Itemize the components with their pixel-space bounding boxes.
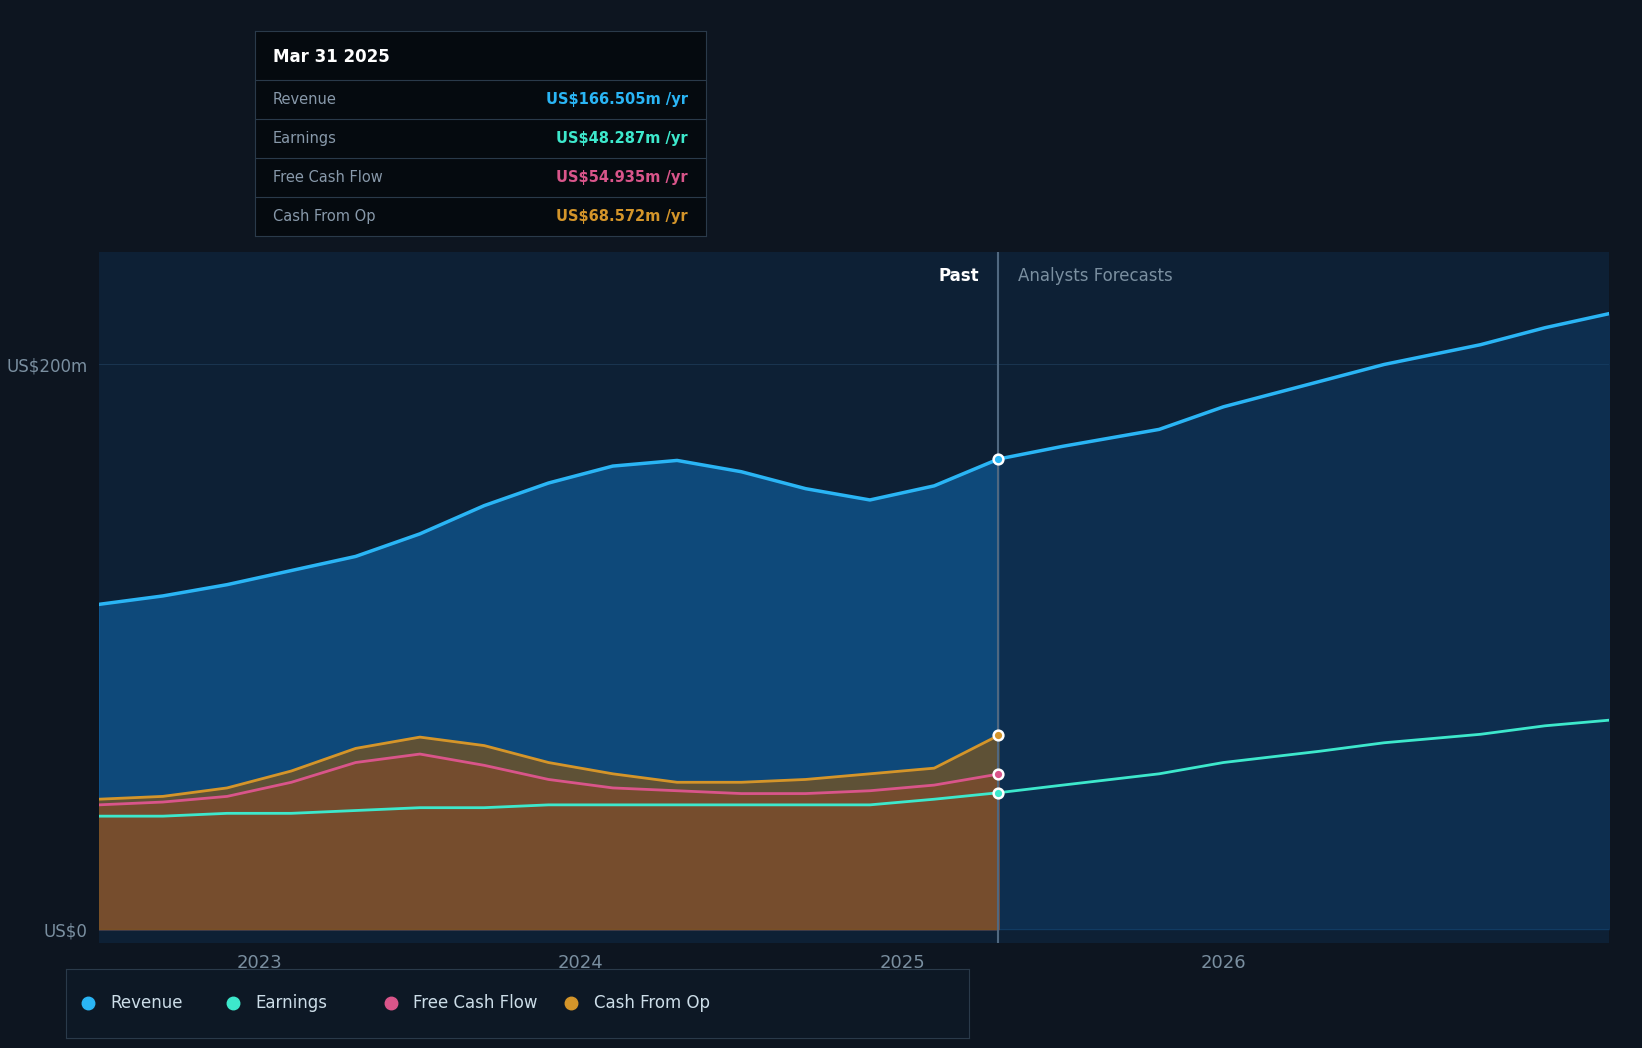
Text: Earnings: Earnings: [273, 131, 337, 147]
Text: Mar 31 2025: Mar 31 2025: [273, 48, 389, 66]
Text: US$48.287m /yr: US$48.287m /yr: [557, 131, 688, 147]
Text: Past: Past: [939, 267, 979, 285]
Text: US$54.935m /yr: US$54.935m /yr: [557, 170, 688, 185]
Text: Revenue: Revenue: [273, 92, 337, 107]
Text: Cash From Op: Cash From Op: [273, 209, 374, 224]
Text: Analysts Forecasts: Analysts Forecasts: [1018, 267, 1172, 285]
Text: Cash From Op: Cash From Op: [594, 995, 709, 1012]
Text: US$166.505m /yr: US$166.505m /yr: [547, 92, 688, 107]
Text: US$68.572m /yr: US$68.572m /yr: [557, 209, 688, 224]
Text: Earnings: Earnings: [256, 995, 327, 1012]
Text: Revenue: Revenue: [112, 995, 184, 1012]
Text: Free Cash Flow: Free Cash Flow: [273, 170, 383, 185]
Text: Free Cash Flow: Free Cash Flow: [414, 995, 539, 1012]
